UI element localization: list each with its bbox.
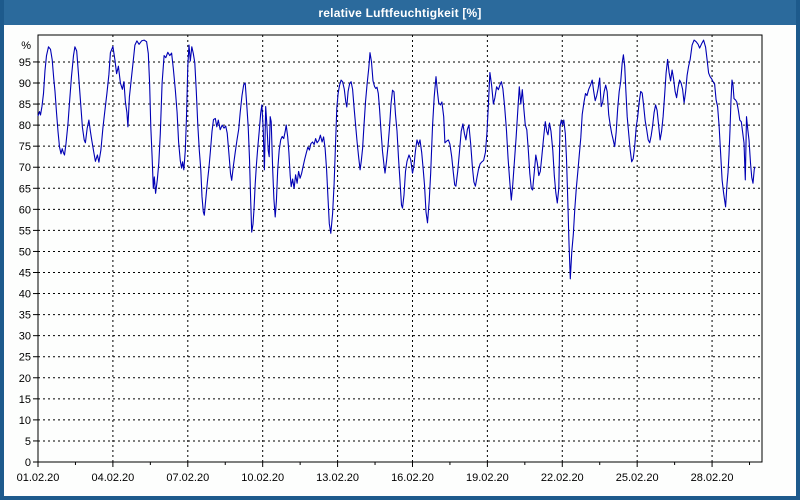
y-tick-label: 85 [19,99,31,111]
y-tick-label: 50 [19,246,31,258]
y-tick-label: 90 [19,78,31,90]
y-tick-label: 70 [19,162,31,174]
y-tick-label: 15 [19,394,31,406]
x-tick-label: 13.02.20 [316,472,359,484]
y-tick-label: 25 [19,352,31,364]
y-tick-label: 95 [19,57,31,69]
x-tick-label: 19.02.20 [466,472,509,484]
y-tick-label: 40 [19,289,31,301]
y-tick-label: 20 [19,373,31,385]
title-bar: relative Luftfeuchtigkeit [%] [4,0,796,25]
x-tick-label: 28.02.20 [691,472,734,484]
chart-area: 0 5 10 15 20 25 30 35 40 45 50 55 60 65 70 75 80 85 90 95% 0… [4,25,796,496]
x-tick-label: 22.02.20 [541,472,584,484]
y-tick-label: 35 [19,310,31,322]
y-tick-label: 5 [25,436,31,448]
humidity-line-chart: 0 5 10 15 20 25 30 35 40 45 50 55 60 65 70 75 80 85 90 95% 0… [17,34,763,484]
x-tick-label: 04.02.20 [91,472,134,484]
x-tick-label: 10.02.20 [241,472,284,484]
x-tick-label: 01.02.20 [17,472,60,484]
x-tick-label: 07.02.20 [166,472,209,484]
y-axis-unit-label: % [21,40,31,52]
y-tick-label: 80 [19,120,31,132]
y-tick-label: 10 [19,415,31,427]
y-tick-label: 65 [19,183,31,195]
y-tick-label: 0 [25,457,31,469]
humidity-data-line [37,39,756,280]
y-tick-label: 55 [19,225,31,237]
y-tick-label: 30 [19,331,31,343]
y-tick-label: 75 [19,141,31,153]
window-title: relative Luftfeuchtigkeit [%] [318,5,482,20]
y-tick-label: 60 [19,204,31,216]
plot-frame [37,34,763,463]
x-tick-label: 16.02.20 [391,472,434,484]
x-tick-label: 25.02.20 [616,472,659,484]
y-tick-label: 45 [19,268,31,280]
